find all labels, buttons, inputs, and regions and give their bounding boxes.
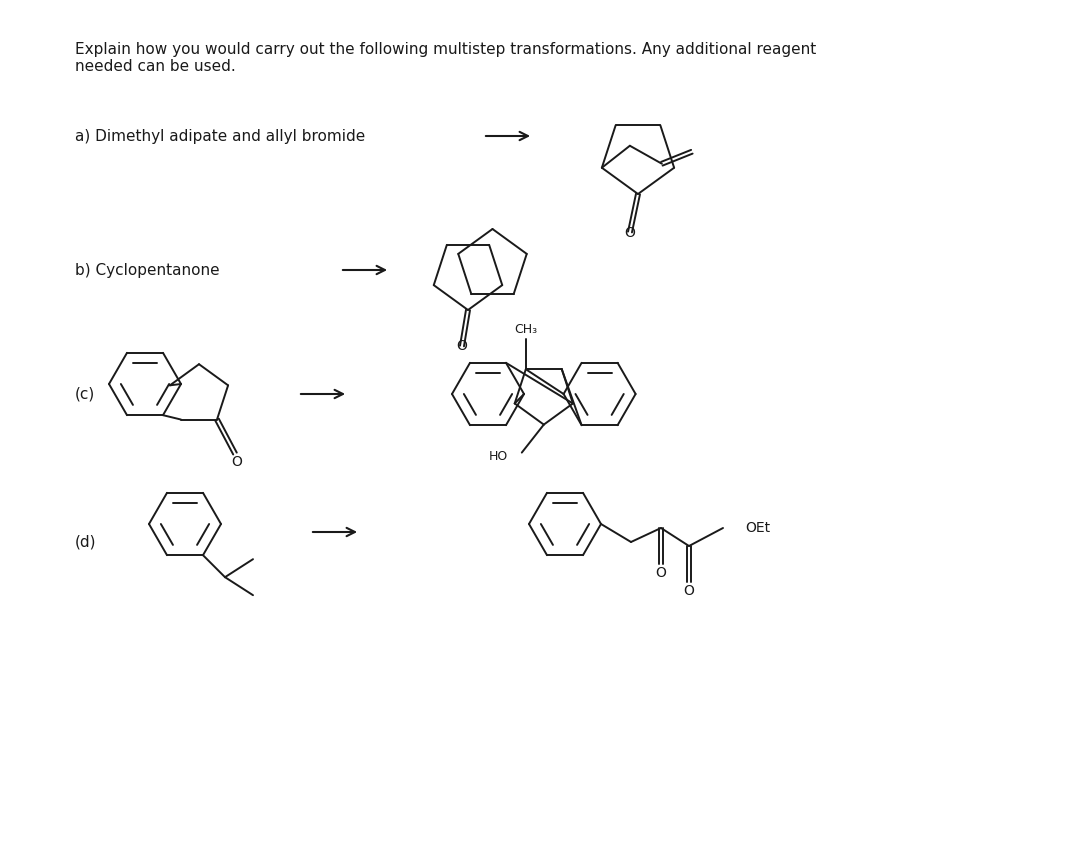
Text: O: O (624, 226, 635, 240)
Text: O: O (684, 584, 694, 598)
Text: HO: HO (488, 450, 508, 463)
Text: O: O (457, 339, 468, 353)
Text: Explain how you would carry out the following multistep transformations. Any add: Explain how you would carry out the foll… (75, 42, 816, 74)
Text: CH₃: CH₃ (514, 322, 538, 336)
Text: b) Cyclopentanone: b) Cyclopentanone (75, 263, 219, 278)
Text: a) Dimethyl adipate and allyl bromide: a) Dimethyl adipate and allyl bromide (75, 129, 365, 143)
Text: O: O (231, 455, 242, 468)
Text: (c): (c) (75, 386, 95, 402)
Text: OEt: OEt (745, 521, 770, 535)
Text: (d): (d) (75, 535, 96, 550)
Text: O: O (656, 566, 666, 580)
